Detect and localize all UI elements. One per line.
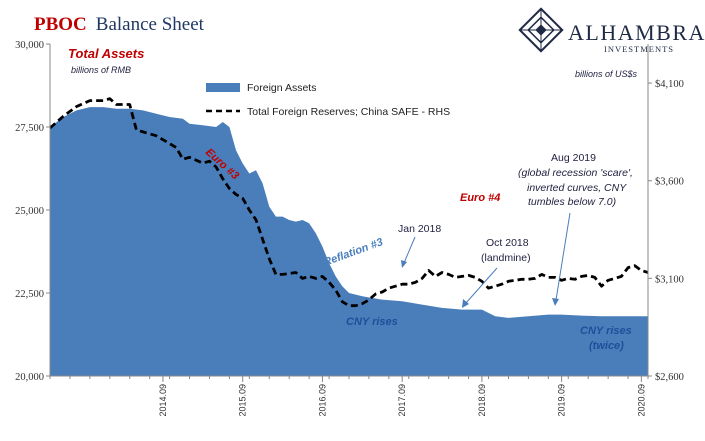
logo-name: ALHAMBRA bbox=[568, 20, 705, 45]
right-tick-label: $3,600 bbox=[655, 177, 684, 188]
annotation-euro4: Euro #4 bbox=[460, 192, 500, 204]
right-axis-label: billions of US$s bbox=[575, 69, 638, 79]
legend-line-label: Total Foreign Reserves; China SAFE - RHS bbox=[247, 106, 450, 118]
right-tick-label: $2,600 bbox=[655, 372, 684, 383]
annotation-aug2019-line3: inverted curves, CNY bbox=[527, 182, 627, 194]
annotation-oct2018-line1: Oct 2018 bbox=[486, 237, 529, 249]
foreign-reserves-line bbox=[49, 97, 649, 308]
annotation-oct2018-arrowhead bbox=[462, 299, 469, 308]
logo-subtitle: INVESTMENTS bbox=[604, 44, 674, 54]
diamond-lattice-icon bbox=[518, 7, 564, 53]
annotation-cny-rises-2-line1: CNY rises bbox=[580, 325, 632, 337]
left-tick-label: 25,000 bbox=[15, 206, 44, 217]
legend-area-swatch bbox=[206, 83, 240, 92]
annotation-aug2019-arrowhead bbox=[552, 298, 559, 306]
x-tick-label: 2014.09 bbox=[158, 384, 168, 417]
right-axis-ticks: $2,600 $3,100 $3,600 $4,100 bbox=[648, 79, 684, 383]
annotation-aug2019-line1: Aug 2019 bbox=[551, 152, 596, 164]
annotation-oct2018-line2: (landmine) bbox=[481, 252, 531, 264]
left-axis-ticks: 20,000 22,500 25,000 27,500 30,000 bbox=[15, 40, 50, 383]
left-tick-label: 22,500 bbox=[15, 289, 44, 300]
foreign-assets-area bbox=[50, 107, 648, 376]
left-tick-label: 30,000 bbox=[15, 40, 44, 51]
left-tick-label: 20,000 bbox=[15, 372, 44, 383]
x-tick-label: 2016.09 bbox=[317, 384, 327, 417]
alhambra-logo: ALHAMBRA INVESTMENTS bbox=[518, 7, 705, 54]
x-tick-label: 2020.09 bbox=[636, 384, 646, 417]
annotation-reflation3: Reflation #3 bbox=[322, 236, 385, 269]
left-axis-label: Total Assets bbox=[68, 46, 144, 61]
legend-area-label: Foreign Assets bbox=[247, 82, 316, 94]
left-axis-sublabel: billions of RMB bbox=[71, 65, 131, 75]
x-axis-ticks: 2014.09 2015.09 2016.09 2017.09 2018.09 2019.… bbox=[49, 376, 649, 417]
annotation-aug2019-line4: tumbles below 7.0) bbox=[528, 196, 616, 208]
left-tick-label: 27,500 bbox=[15, 123, 44, 134]
chart-title: PBOC Balance Sheet bbox=[34, 14, 205, 35]
annotation-jan2018-arrow bbox=[403, 236, 416, 264]
annotation-jan2018: Jan 2018 bbox=[398, 223, 441, 235]
title-balance-sheet: Balance Sheet bbox=[96, 14, 205, 35]
annotation-aug2019-arrow bbox=[555, 212, 571, 301]
annotation-cny-rises-1: CNY rises bbox=[346, 316, 398, 328]
right-tick-label: $3,100 bbox=[655, 274, 684, 285]
annotation-cny-rises-2-line2: (twice) bbox=[589, 340, 624, 352]
x-tick-label: 2017.09 bbox=[397, 384, 407, 417]
annotation-oct2018-arrow bbox=[465, 267, 498, 304]
right-tick-label: $4,100 bbox=[655, 79, 684, 90]
x-tick-label: 2018.09 bbox=[477, 384, 487, 417]
title-pboc: PBOC bbox=[34, 14, 87, 35]
annotation-jan2018-arrowhead bbox=[401, 260, 407, 268]
plot-lines bbox=[49, 97, 649, 308]
legend: Foreign Assets Total Foreign Reserves; C… bbox=[206, 82, 450, 118]
x-tick-label: 2019.09 bbox=[557, 384, 567, 417]
x-tick-label: 2015.09 bbox=[238, 384, 248, 417]
plot-area bbox=[50, 107, 648, 376]
annotation-aug2019-line2: (global recession 'scare', bbox=[518, 167, 633, 179]
